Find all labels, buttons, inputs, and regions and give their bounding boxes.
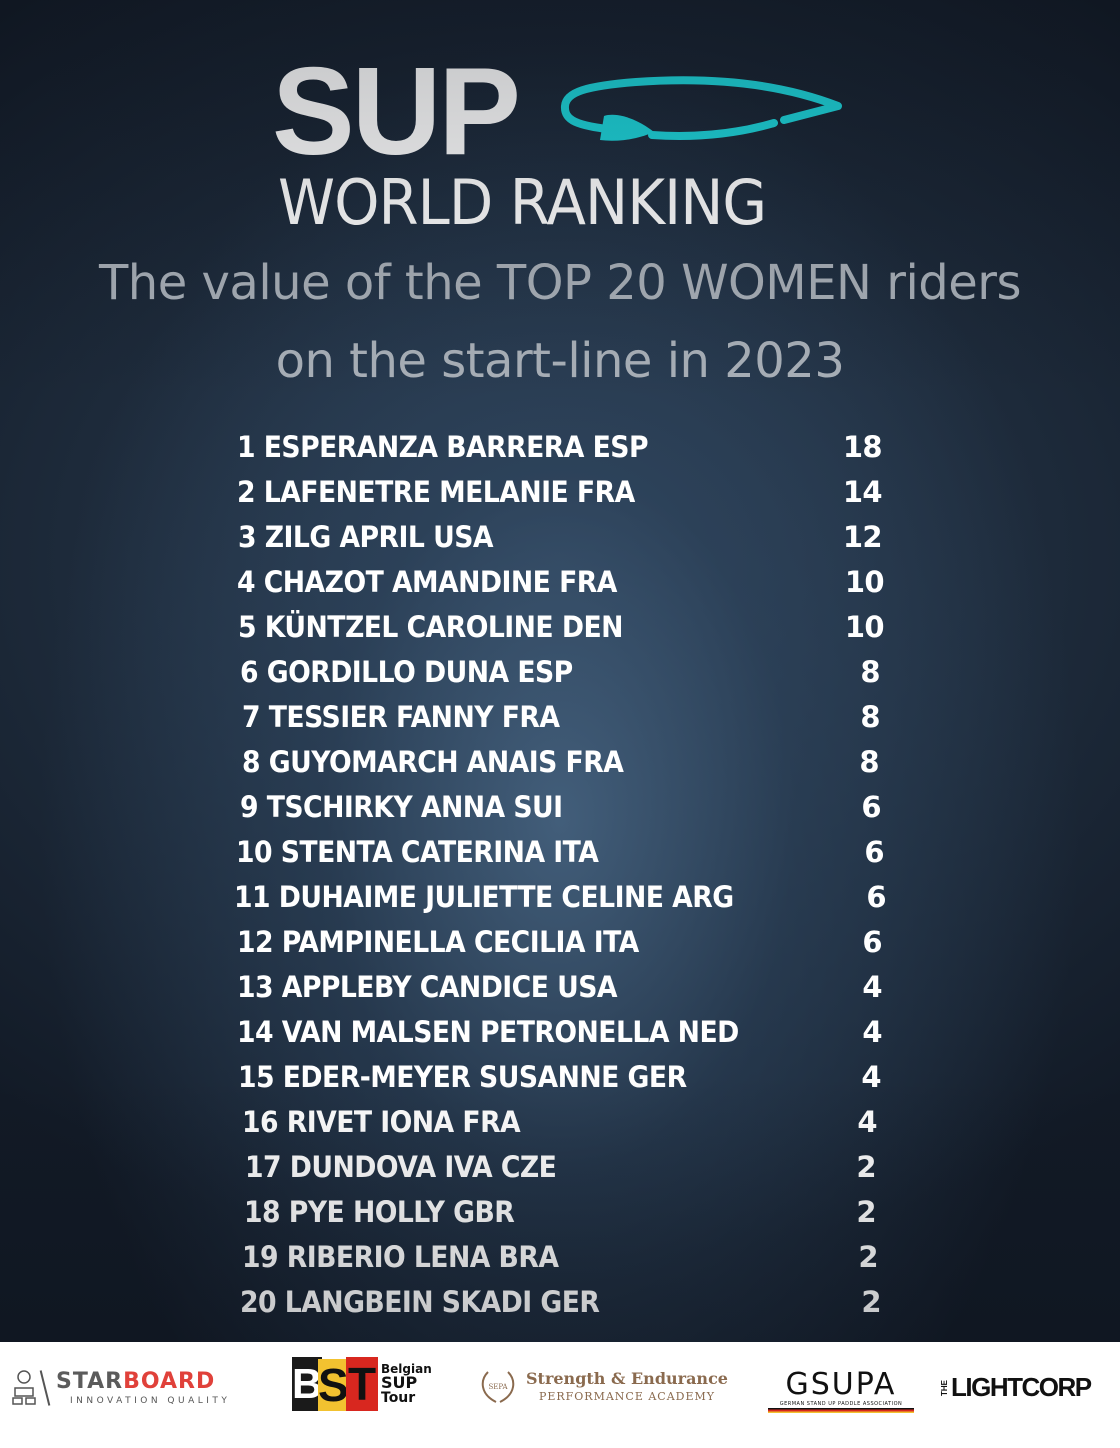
rider-points: 4 [857,1105,877,1139]
brand-sup-title: SUP [272,43,521,181]
rider-points: 6 [864,835,884,869]
ranking-row: 19 RIBERIO LENA BRA 2 [0,1235,1120,1279]
rider-points: 4 [862,1015,882,1049]
rider-label: 13 APPLEBY CANDICE USA [237,970,618,1004]
rider-points: 12 [842,520,883,554]
ranking-row: 20 LANGBEIN SKADI GER 2 [0,1280,1120,1324]
ranking-row: 10 STENTA CATERINA ITA 6 [0,830,1120,874]
svg-text:SEPA: SEPA [488,1383,508,1391]
rider-label: 6 GORDILLO DUNA ESP [240,655,573,689]
ranking-row: 16 RIVET IONA FRA 4 [0,1100,1120,1144]
rider-points: 4 [861,1060,881,1094]
rider-points: 14 [842,475,883,509]
sponsor-sepa: SEPA Strength & Endurance PERFORMANCE AC… [478,1366,728,1406]
ranking-row: 13 APPLEBY CANDICE USA 4 [0,965,1120,1009]
brand-world-ranking: WORLD RANKING [278,166,767,239]
rider-label: 4 CHAZOT AMANDINE FRA [237,565,617,599]
german-flag-stripe [768,1408,914,1413]
gsupa-wordmark: GSUPA [785,1367,897,1402]
sponsor-starboard: STARBOARD INNOVATION QUALITY [10,1368,230,1408]
ranking-row: 8 GUYOMARCH ANAIS FRA 8 [0,740,1120,784]
subtitle-line-2: on the start-line in 2023 [275,333,845,389]
rider-points: 4 [862,970,882,1004]
rider-label: 3 ZILG APRIL USA [238,520,494,554]
ranking-row: 15 EDER-MEYER SUSANNE GER 4 [0,1055,1120,1099]
ranking-row: 12 PAMPINELLA CECILIA ITA 6 [0,920,1120,964]
rider-points: 6 [861,790,881,824]
sponsor-belgian-sup-tour: B S T Belgian SUP Tour [292,1357,432,1411]
bst-logo-icon: B S T [292,1357,378,1411]
sponsor-gsupa: GSUPA GERMAN STAND UP PADDLE ASSOCIATION [768,1370,914,1413]
rider-points: 2 [861,1285,881,1319]
rider-points: 10 [844,610,885,644]
rider-points: 6 [862,925,882,959]
laurel-wreath-icon: SEPA [481,1371,515,1403]
subtitle-line-1: The value of the TOP 20 WOMEN riders [98,255,1022,311]
ranking-row: 7 TESSIER FANNY FRA 8 [0,695,1120,739]
starboard-wordmark: STARBOARD [56,1369,216,1394]
rider-label: 20 LANGBEIN SKADI GER [240,1285,600,1319]
rider-points: 2 [858,1240,878,1274]
ranking-row: 9 TSCHIRKY ANNA SUI 6 [0,785,1120,829]
rider-label: 10 STENTA CATERINA ITA [236,835,599,869]
rider-label: 2 LAFENETRE MELANIE FRA [237,475,635,509]
rider-label: 7 TESSIER FANNY FRA [242,700,560,734]
rider-label: 17 DUNDOVA IVA CZE [245,1150,557,1184]
rider-label: 14 VAN MALSEN PETRONELLA NED [237,1015,739,1049]
rider-points: 8 [860,655,880,689]
rider-points: 8 [859,745,879,779]
gsupa-subtitle: GERMAN STAND UP PADDLE ASSOCIATION [779,1401,903,1407]
rider-points: 2 [856,1150,876,1184]
starboard-tagline: INNOVATION QUALITY [70,1396,231,1406]
lightcorp-the: THE [940,1379,949,1396]
ranking-row: 4 CHAZOT AMANDINE FRA 10 [0,560,1120,604]
sup-board-paddle-icon [561,76,842,141]
poster-background: SUP WORLD RANKING The value of the TOP 2… [0,0,1120,1342]
starboard-figure-icon [12,1370,36,1405]
rider-label: 1 ESPERANZA BARRERA ESP [237,430,649,464]
ranking-row: 2 LAFENETRE MELANIE FRA 14 [0,470,1120,514]
sepa-line-1: Strength & Endurance [526,1369,728,1388]
rider-label: 18 PYE HOLLY GBR [244,1195,515,1229]
rider-label: 8 GUYOMARCH ANAIS FRA [242,745,624,779]
rider-points: 18 [842,430,883,464]
ranking-row: 5 KÜNTZEL CAROLINE DEN 10 [0,605,1120,649]
sponsor-footer: STARBOARD INNOVATION QUALITY B S T Belgi… [0,1342,1120,1448]
divider [39,1370,51,1406]
rider-label: 9 TSCHIRKY ANNA SUI [240,790,563,824]
sepa-line-2: PERFORMANCE ACADEMY [538,1390,716,1403]
rider-label: 15 EDER-MEYER SUSANNE GER [238,1060,687,1094]
ranking-row: 3 ZILG APRIL USA 12 [0,515,1120,559]
lightcorp-wordmark: LIGHTCORP [951,1372,1092,1402]
rider-points: 8 [860,700,880,734]
ranking-row: 6 GORDILLO DUNA ESP 8 [0,650,1120,694]
rider-points: 6 [866,880,886,914]
ranking-row: 11 DUHAIME JULIETTE CELINE ARG 6 [0,875,1120,919]
ranking-row: 14 VAN MALSEN PETRONELLA NED 4 [0,1010,1120,1054]
ranking-row: 18 PYE HOLLY GBR 2 [0,1190,1120,1234]
bst-wordmark: Belgian SUP Tour [381,1362,432,1406]
rider-label: 12 PAMPINELLA CECILIA ITA [237,925,639,959]
sponsor-lightcorp: THE LIGHTCORP [940,1372,1092,1403]
ranking-row: 1 ESPERANZA BARRERA ESP 18 [0,425,1120,469]
rider-label: 11 DUHAIME JULIETTE CELINE ARG [234,880,734,914]
rider-label: 19 RIBERIO LENA BRA [242,1240,559,1274]
rider-label: 16 RIVET IONA FRA [242,1105,521,1139]
rider-points: 10 [844,565,885,599]
rider-points: 2 [856,1195,876,1229]
rider-label: 5 KÜNTZEL CAROLINE DEN [238,610,623,644]
ranking-row: 17 DUNDOVA IVA CZE 2 [0,1145,1120,1189]
